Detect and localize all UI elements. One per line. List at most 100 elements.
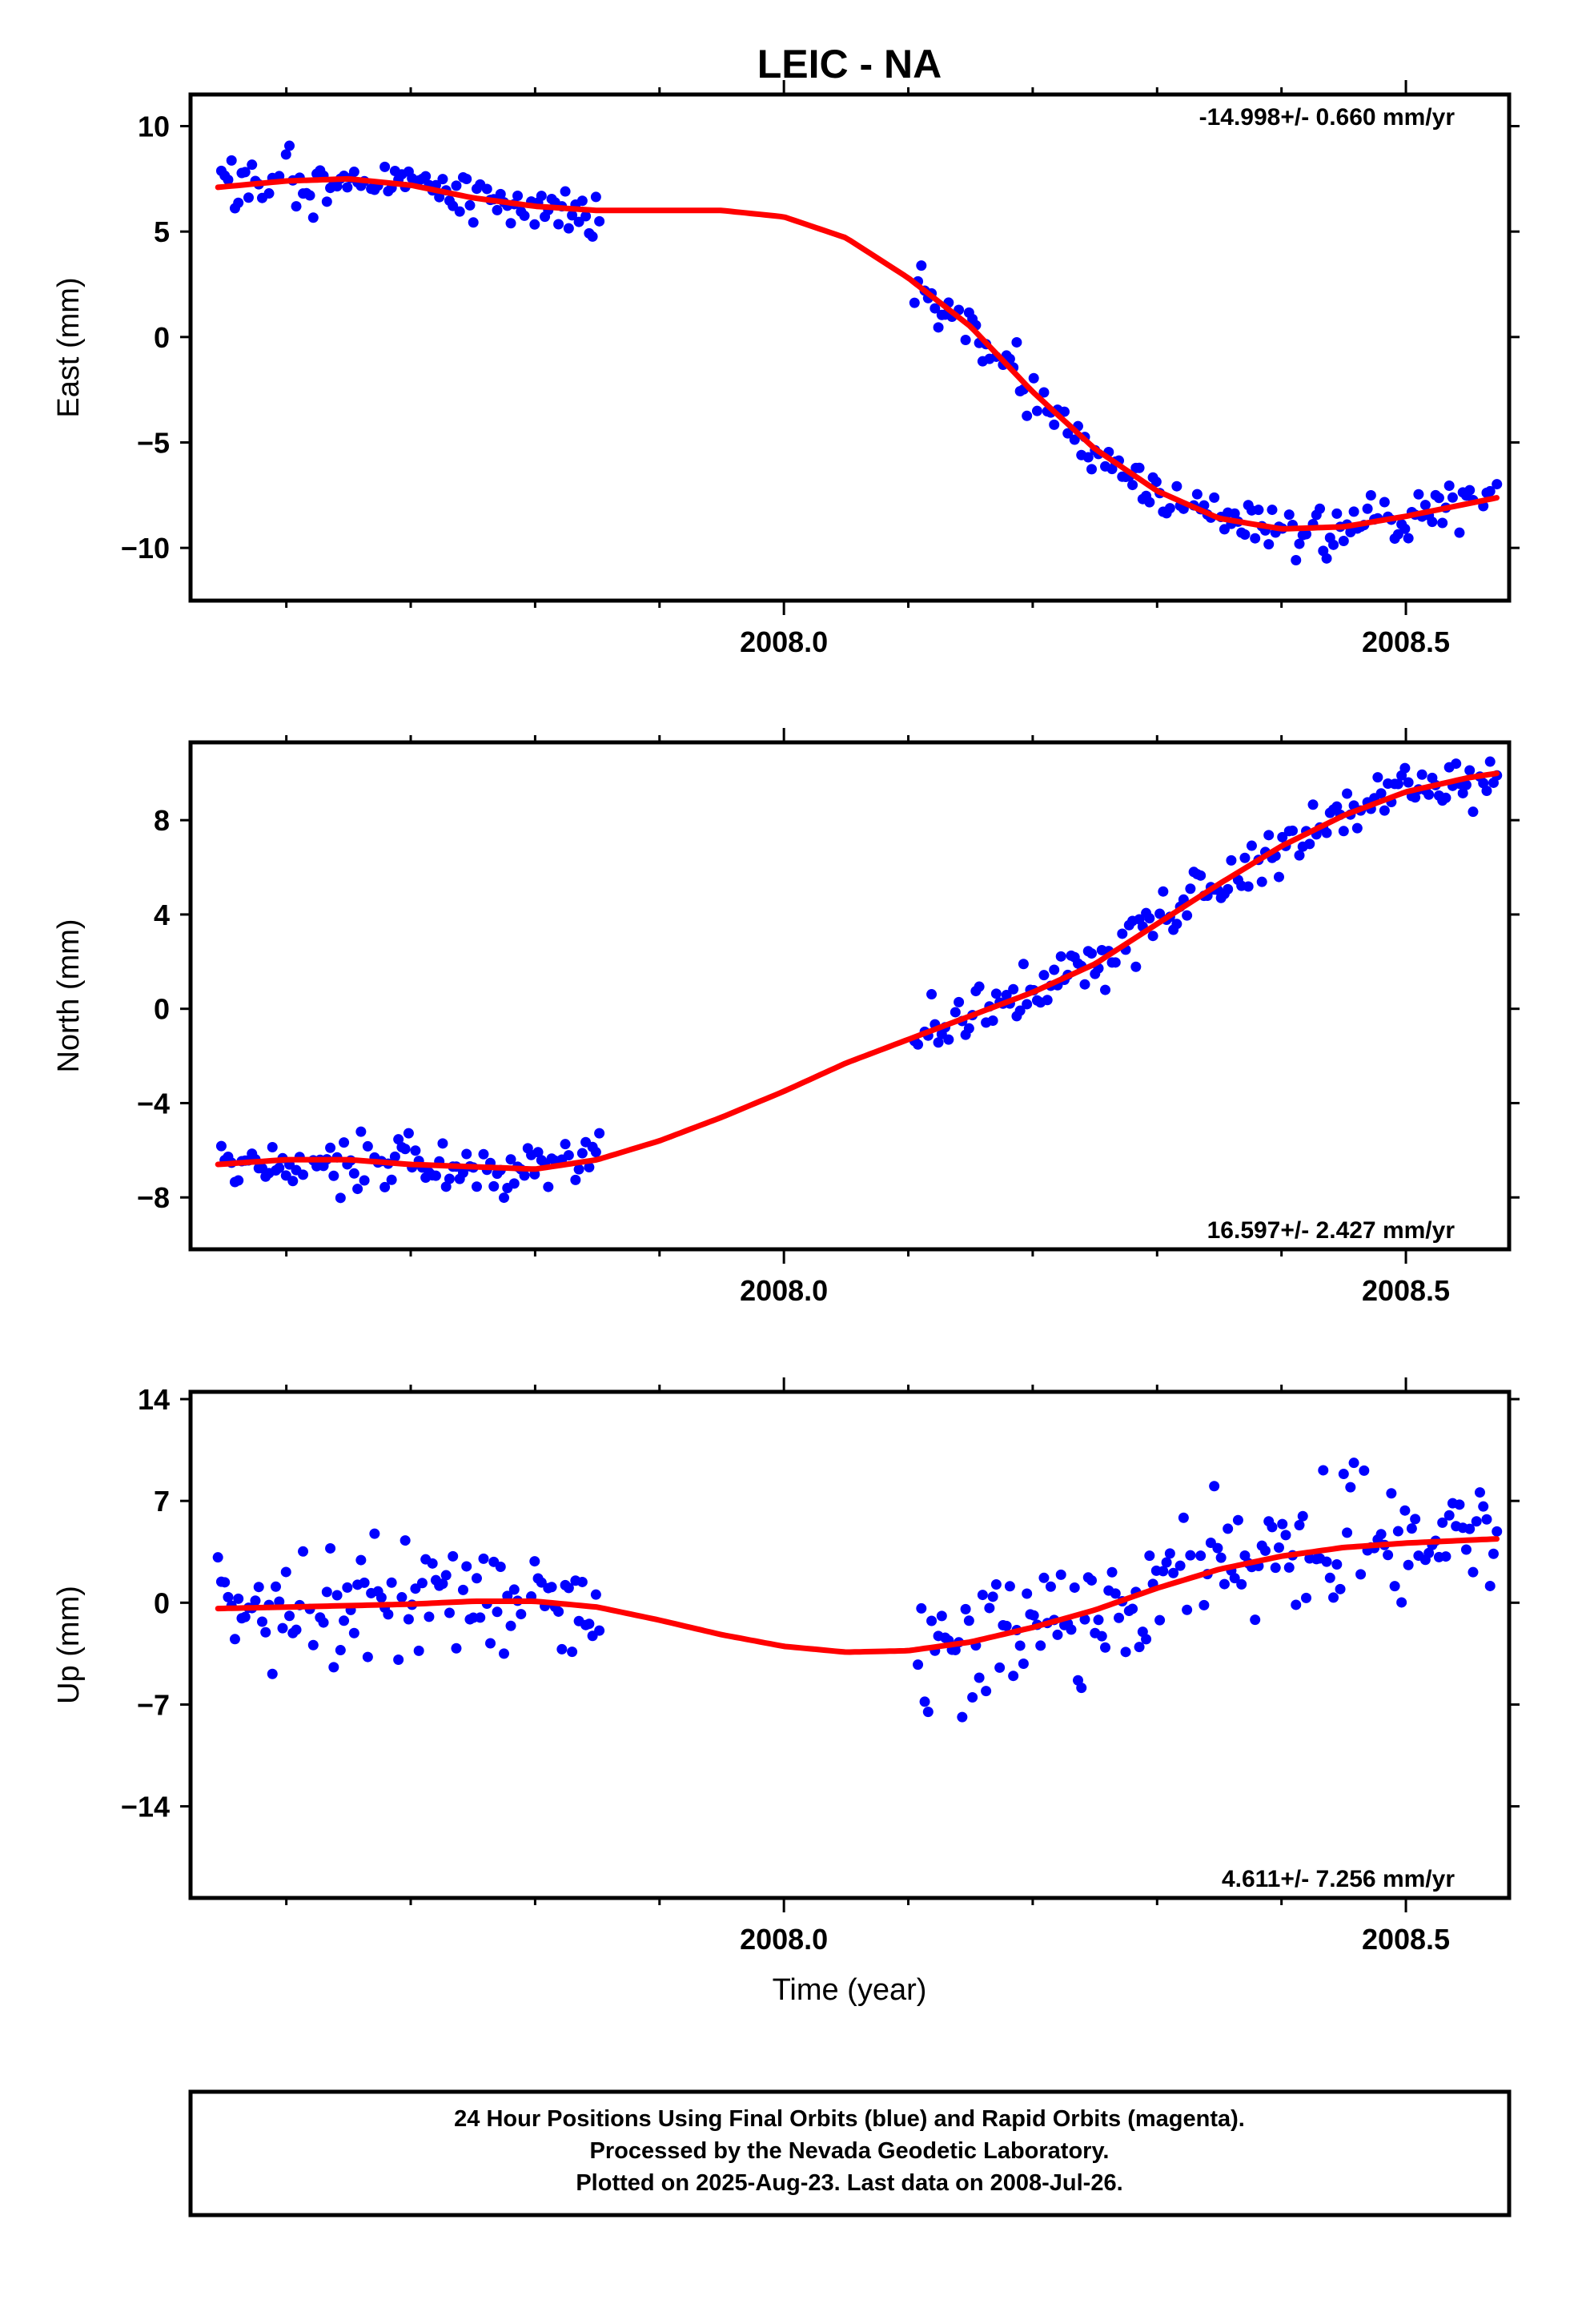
data-point	[1001, 1620, 1012, 1631]
data-point	[543, 1181, 554, 1192]
data-point	[1086, 1574, 1098, 1586]
data-point	[1171, 480, 1182, 492]
data-point	[594, 1128, 605, 1139]
data-point	[1243, 881, 1254, 892]
data-point	[291, 1624, 302, 1635]
data-point	[1120, 1647, 1131, 1658]
data-point	[1215, 1552, 1227, 1563]
data-point	[1049, 419, 1060, 430]
data-point	[362, 1140, 373, 1152]
data-point	[1018, 1658, 1029, 1669]
data-point	[1209, 492, 1220, 503]
data-point	[1342, 788, 1353, 799]
data-point	[386, 1577, 397, 1588]
y-tick-label: 8	[154, 804, 170, 837]
data-point	[594, 215, 605, 227]
data-point	[1328, 539, 1339, 550]
fit-curve	[215, 1536, 1500, 1655]
data-point	[348, 1168, 359, 1179]
data-point	[556, 1643, 568, 1655]
data-point	[267, 1142, 278, 1153]
data-point	[1144, 913, 1155, 924]
data-point	[1321, 1556, 1332, 1567]
plot-area	[215, 756, 1503, 1204]
data-point	[1294, 538, 1305, 549]
data-point	[987, 1015, 998, 1027]
data-point	[1150, 476, 1162, 488]
data-point	[922, 1707, 934, 1718]
data-point	[339, 1615, 350, 1626]
data-point	[967, 1692, 978, 1703]
data-point	[1038, 1572, 1050, 1583]
data-point	[256, 1616, 267, 1627]
data-point	[1331, 508, 1343, 519]
data-point	[1045, 1581, 1056, 1592]
data-point	[1396, 1597, 1407, 1608]
data-point	[461, 1148, 472, 1160]
data-point	[233, 1593, 244, 1604]
data-point	[1321, 553, 1332, 564]
data-point	[1454, 1499, 1465, 1510]
data-point	[499, 1648, 510, 1659]
data-point	[957, 1711, 968, 1723]
data-point	[1069, 434, 1080, 445]
data-point	[1410, 792, 1421, 803]
data-point	[243, 192, 254, 203]
data-point	[1348, 1458, 1359, 1469]
data-point	[1028, 372, 1039, 384]
plot-frame	[188, 740, 1512, 1252]
data-point	[1379, 497, 1390, 508]
x-tick-label: 2008.5	[1362, 625, 1450, 658]
data-point	[1474, 1487, 1485, 1498]
y-tick-label: −8	[137, 1181, 170, 1214]
data-point	[1454, 527, 1465, 538]
data-point	[1219, 1578, 1230, 1590]
footer-line-2: Processed by the Nevada Geodetic Laborat…	[590, 2138, 1110, 2164]
data-point	[464, 199, 476, 211]
data-point	[981, 1686, 992, 1697]
data-point	[427, 1558, 438, 1569]
footer-box: 24 Hour Positions Using Final Orbits (bl…	[188, 2089, 1512, 2217]
data-point	[335, 1192, 346, 1204]
fit-curve	[215, 175, 1500, 532]
data-point	[1035, 1640, 1046, 1651]
data-point	[1250, 1614, 1261, 1626]
data-point	[1086, 464, 1098, 475]
data-point	[1423, 789, 1435, 800]
data-point	[226, 155, 237, 166]
data-point	[457, 1584, 468, 1595]
rate-label: 16.597+/- 2.427 mm/yr	[1207, 1217, 1456, 1244]
data-point	[1365, 489, 1376, 501]
y-tick-label: 14	[138, 1383, 170, 1416]
data-point	[1178, 1512, 1189, 1523]
data-point	[909, 297, 920, 308]
data-points	[212, 1458, 1503, 1723]
data-point	[994, 1662, 1006, 1673]
data-point	[512, 191, 524, 202]
rate-label: -14.998+/- 0.660 mm/yr	[1199, 104, 1456, 131]
data-point	[563, 223, 574, 234]
data-point	[488, 1180, 500, 1192]
data-point	[1042, 995, 1053, 1006]
data-point	[508, 1584, 520, 1595]
data-point	[1049, 964, 1060, 975]
data-point	[355, 1554, 367, 1566]
data-point	[1287, 825, 1298, 836]
y-tick-label: 4	[154, 899, 170, 931]
data-point	[576, 1576, 588, 1587]
data-point	[307, 212, 319, 223]
north-panel: 8 4 0 −4 −8 2008.0 2008.5 North (mm) 16.597+/- 2…	[52, 728, 1520, 1307]
data-point	[960, 334, 971, 345]
data-point	[505, 1620, 516, 1631]
east-panel: 10 5 0 −5 −10 2008.0 2008.5 East (mm) -14.998+/-…	[52, 80, 1520, 658]
data-point	[1291, 1599, 1302, 1610]
data-point	[325, 1142, 336, 1153]
data-point	[576, 1148, 588, 1159]
data-point	[1301, 529, 1312, 540]
data-point	[339, 1137, 350, 1148]
y-tick-label: −7	[137, 1688, 170, 1721]
data-point	[451, 180, 462, 191]
data-point	[505, 218, 516, 229]
data-point	[298, 1546, 309, 1557]
data-point	[1011, 336, 1022, 348]
